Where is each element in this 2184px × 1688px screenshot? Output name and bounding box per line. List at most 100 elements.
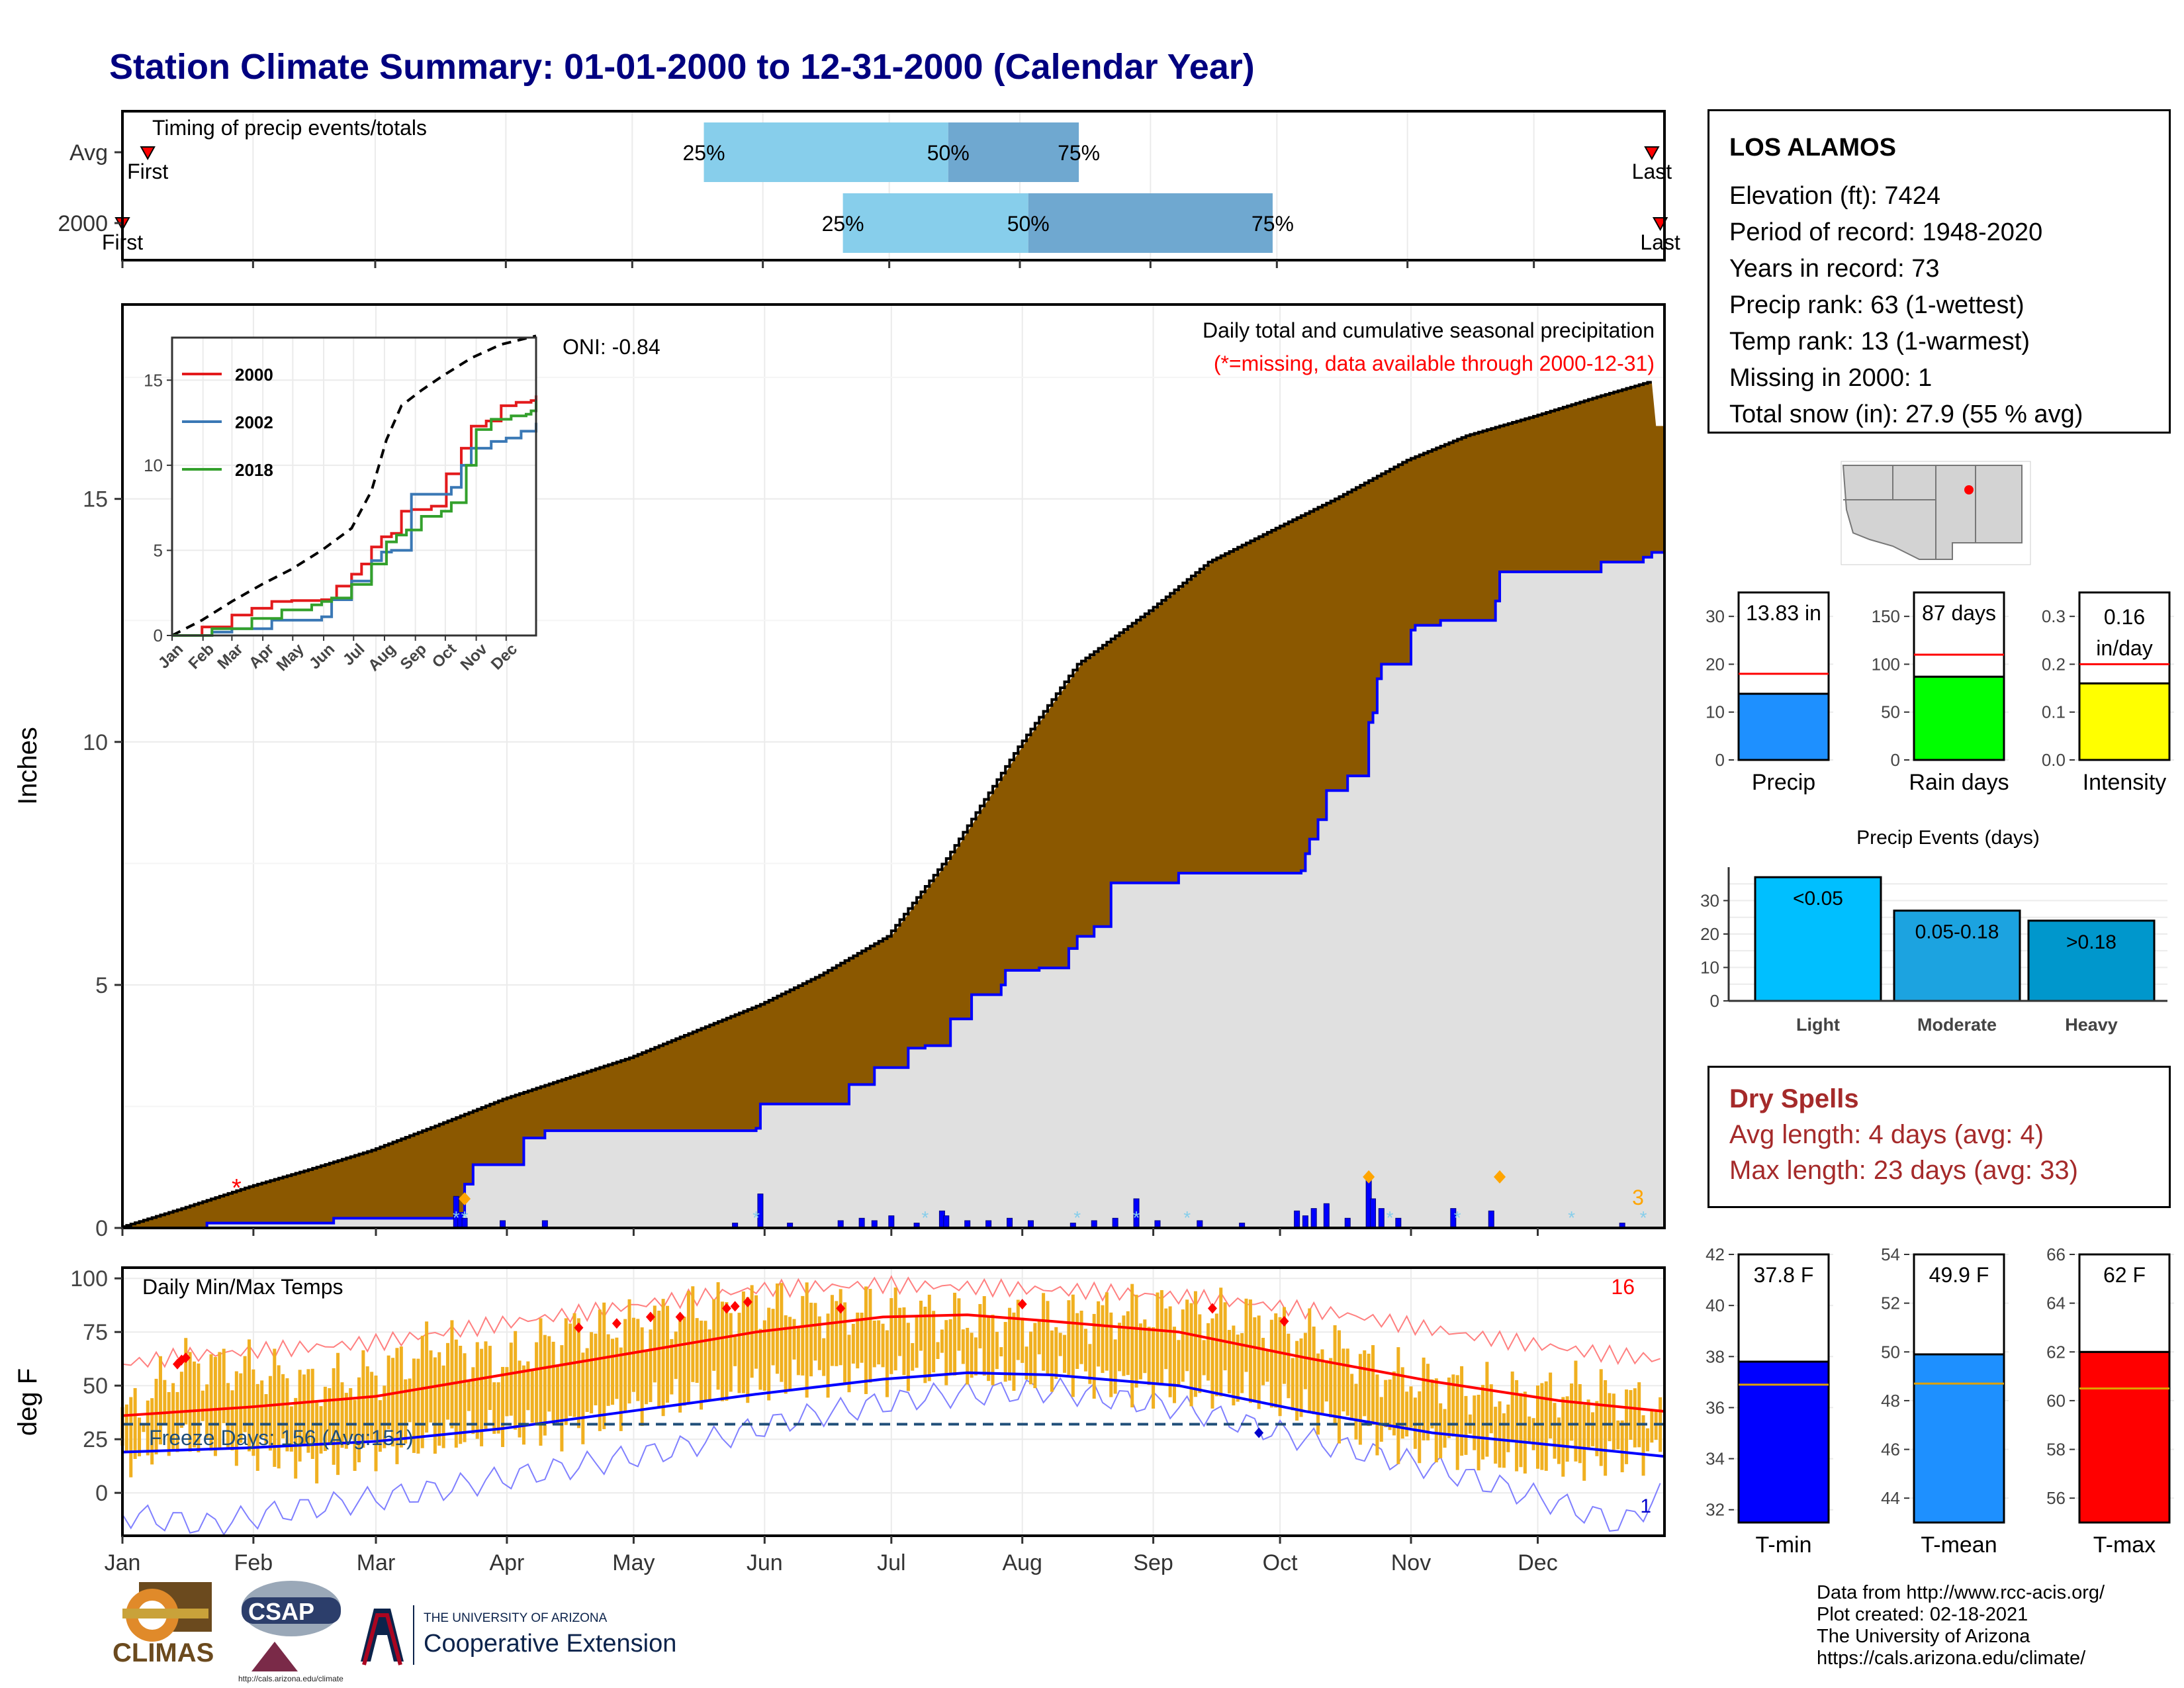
daily-temp-bar (1582, 1405, 1586, 1481)
daily-temp-bar (1434, 1378, 1438, 1463)
daily-temp-bar (446, 1342, 450, 1420)
small-bar-intensity (2078, 682, 2171, 761)
daily-temp-bar (475, 1342, 479, 1439)
last-event-label: Last (1632, 160, 1672, 183)
daily-temp-bar (361, 1350, 365, 1448)
snow-marker: * (1133, 1207, 1140, 1228)
small-bar-t-min (1737, 1360, 1830, 1524)
daily-temp-bar (1413, 1397, 1417, 1449)
record-high-marker (743, 1296, 752, 1307)
daily-temp-bar (991, 1315, 995, 1385)
small-bar-bg (1909, 592, 2009, 760)
daily-temp-bar (1083, 1329, 1087, 1372)
avg-cumulative-area (122, 382, 1664, 1229)
daily-temp-bar (1540, 1383, 1544, 1470)
timing-p25-label: 25% (683, 141, 725, 165)
daily-temp-bar (133, 1387, 137, 1460)
credit-plot-date: Plot created: 02-18-2021 (1817, 1604, 2028, 1625)
daily-temp-bar (767, 1307, 771, 1401)
daily-temp-bar (1574, 1360, 1578, 1462)
daily-temp-bar (1498, 1401, 1502, 1468)
daily-temp-bar (539, 1318, 543, 1446)
daily-temp-bar (1265, 1350, 1269, 1382)
daily-temp-bar (615, 1337, 619, 1399)
daily-temp-bar (1392, 1371, 1396, 1436)
month-label: Jun (747, 1550, 783, 1575)
timing-bar-25-50 (704, 122, 948, 182)
daily-precip-bar (461, 1217, 468, 1229)
station-temp-rank: Temp rank: 13 (1-warmest) (1729, 328, 2030, 355)
daily-temp-bar (1012, 1312, 1016, 1391)
daily-temp-bar (1489, 1384, 1493, 1434)
daily-temp-bar (720, 1301, 724, 1401)
daily-temp-bar (569, 1323, 572, 1417)
daily-temp-bar (1134, 1294, 1138, 1388)
daily-temp-bar (585, 1348, 589, 1413)
precip-event-bar-label: >0.18 (2066, 931, 2116, 953)
small-bar-remaining (2078, 591, 2171, 684)
small-bar-y-tick-label: 40 (1706, 1295, 1725, 1315)
daily-temp-bar (1477, 1395, 1480, 1471)
daily-temp-bar (598, 1309, 602, 1431)
snow-marker: * (1183, 1207, 1191, 1228)
daily-temp-bar (416, 1358, 420, 1454)
month-label: Feb (234, 1550, 273, 1575)
daily-temp-bar (1046, 1301, 1050, 1376)
daily-temp-bar (336, 1352, 340, 1476)
precip-chart: * * * * * * * * * * **Daily total and cumulative s… (13, 303, 1666, 1241)
daily-temp-bar (1405, 1391, 1409, 1437)
daily-temp-bar (1557, 1417, 1561, 1464)
daily-temp-bar (636, 1319, 640, 1401)
credit-url: https://cals.arizona.edu/climate/ (1817, 1648, 2086, 1669)
snow-marker: * (1568, 1207, 1575, 1228)
daily-temp-bar (268, 1376, 272, 1451)
daily-temp-bar (310, 1368, 314, 1459)
daily-temp-bar (171, 1383, 175, 1452)
daily-temp-bar (1232, 1325, 1236, 1406)
daily-temp-bar (213, 1356, 217, 1456)
daily-temp-bar (179, 1372, 183, 1428)
small-bar-category-label: Intensity (2083, 770, 2167, 795)
daily-precip-bar (1619, 1223, 1625, 1229)
small-bar-category-label: Precip (1752, 770, 1815, 795)
daily-temp-bar (1042, 1293, 1046, 1371)
daily-temp-bar (365, 1366, 369, 1440)
daily-temp-bar (332, 1368, 336, 1465)
daily-temp-bar (1058, 1333, 1062, 1356)
first-event-label: First (127, 160, 168, 183)
daily-temp-bar (315, 1403, 319, 1483)
precip-annotation-missing: (*=missing, data available through 2000-… (1214, 352, 1655, 375)
cumulative-2000-area (122, 552, 1664, 1228)
timing-chart: Timing of precip events/totals 25% 50% 75% F… (58, 110, 1680, 268)
daily-temp-bar (412, 1358, 416, 1453)
daily-temp-bar (374, 1376, 378, 1472)
small-bar-value-label: 37.8 F (1754, 1263, 1814, 1287)
daily-temp-bar (1122, 1315, 1126, 1376)
daily-temp-bar (1460, 1366, 1464, 1456)
daily-temp-bar (1659, 1397, 1662, 1452)
last-event-marker (1644, 146, 1660, 161)
inset-x-tick-label: Feb (185, 640, 218, 673)
record-high-marker (172, 1358, 182, 1370)
small-bar-y-tick-label: 60 (2046, 1391, 2066, 1411)
daily-temp-bar (1586, 1399, 1590, 1450)
daily-temp-bar (1455, 1375, 1459, 1470)
daily-temp-bar (1248, 1299, 1252, 1403)
small-bar-value-label: 49.9 F (1929, 1263, 1989, 1287)
daily-temp-bar (915, 1317, 919, 1368)
climas-logo-text: CLIMAS (113, 1638, 214, 1667)
daily-temp-bar (1054, 1327, 1058, 1380)
daily-temp-bar (1451, 1374, 1455, 1437)
small-bar-rain-days (1913, 675, 2005, 761)
daily-temp-bar (877, 1320, 881, 1365)
precip-y-tick-label: 10 (83, 730, 108, 755)
daily-temp-bar (158, 1356, 162, 1445)
small-bar-remaining (1913, 591, 2005, 678)
small-bar-y-tick-label: 50 (1881, 702, 1900, 722)
inset-x-tick-label: Nov (457, 640, 492, 675)
daily-temp-bar (801, 1295, 805, 1376)
small-bar-y-tick-label: 34 (1706, 1449, 1725, 1469)
daily-temp-bar (885, 1330, 889, 1397)
month-label: Dec (1518, 1550, 1557, 1575)
daily-precip-bar (837, 1220, 844, 1229)
